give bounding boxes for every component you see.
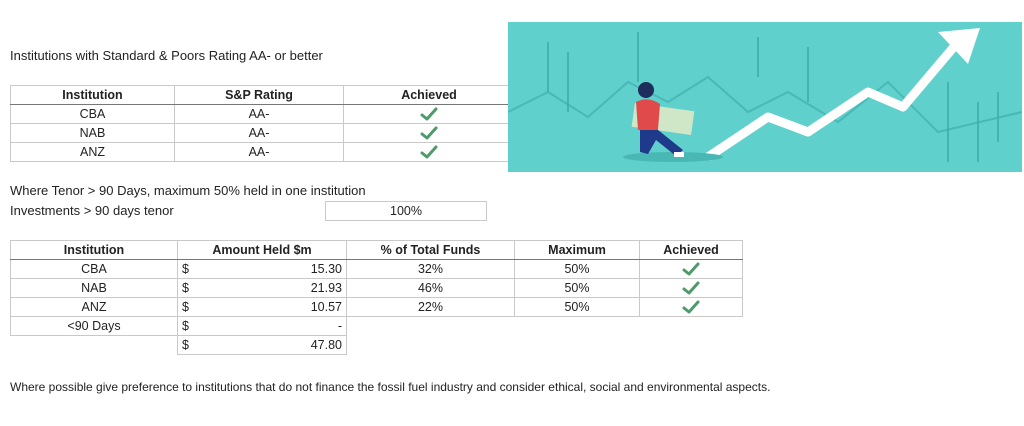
heading: Institutions with Standard & Poors Ratin… [10,48,323,63]
empty-cell [11,336,178,355]
institution-cell: <90 Days [10,316,178,336]
institution-cell: NAB [10,278,178,298]
table-row: ANZ $10.57 22% 50% [10,297,743,317]
institution-cell: ANZ [10,297,178,317]
amount-cell: $ - [177,316,347,336]
cell: NAB [10,123,175,143]
amount: - [337,319,342,333]
rating-table: Institution S&P Rating Achieved CBA AA- NAB AA… [10,85,515,162]
currency: $ [182,300,189,314]
empty-cell [515,336,640,355]
header-cell: S&P Rating [174,85,344,105]
header-cell: Amount Held $m [177,240,347,260]
currency: $ [182,319,189,333]
investments-label: Investments > 90 days tenor [10,203,174,218]
table-row: ANZ AA- [10,142,515,162]
table-row: NAB $21.93 46% 50% [10,278,743,298]
header-row: Institution Amount Held $m% of Total Fund… [10,240,743,260]
amount-cell: $21.93 [177,278,347,298]
percent-cell: 46% [346,278,515,298]
check-icon [420,107,438,121]
empty-cell [347,336,515,355]
amount-cell: $10.57 [177,297,347,317]
currency: $ [182,281,189,295]
header-cell: Achieved [639,240,743,260]
cell: AA- [174,104,344,124]
illustration [508,22,1022,172]
cell: AA- [174,142,344,162]
percent-cell: 32% [346,259,515,279]
header-cell: Achieved [343,85,515,105]
check-icon [420,145,438,159]
empty-cell [640,317,743,336]
cell: ANZ [10,142,175,162]
achieved-cell [343,104,515,124]
note: Where possible give preference to instit… [10,380,771,394]
maximum-cell: 50% [514,297,640,317]
table-row: NAB AA- [10,123,515,143]
check-icon [420,126,438,140]
check-icon [682,262,700,276]
empty-cell [640,336,743,355]
empty-cell [347,317,515,336]
amount-cell: $15.30 [177,259,347,279]
total-amount: 47.80 [310,338,342,352]
cell: CBA [10,104,175,124]
currency: $ [182,262,189,276]
cell: AA- [174,123,344,143]
maximum-cell: 50% [514,278,640,298]
header-row: Institution S&P Rating Achieved [10,85,515,105]
check-icon [682,281,700,295]
table-row: <90 Days $ - [10,316,743,336]
table-row: CBA AA- [10,104,515,124]
achieved-cell [343,123,515,143]
header-cell: Institution [10,240,178,260]
amount: 21.93 [310,281,342,295]
achieved-cell [343,142,515,162]
amount: 10.57 [310,300,342,314]
percent-cell: 22% [346,297,515,317]
amount: 15.30 [310,262,342,276]
tenor-rule: Where Tenor > 90 Days, maximum 50% held … [10,183,366,198]
empty-cell [515,317,640,336]
currency: $ [182,338,189,352]
check-icon [682,300,700,314]
total-row: $47.80 [11,335,743,355]
institution-cell: CBA [10,259,178,279]
header-cell: Maximum [514,240,640,260]
investments-value: 100% [325,201,487,221]
holdings-table: Institution Amount Held $m% of Total Fund… [10,240,743,355]
achieved-cell [639,259,743,279]
table-row: CBA $15.30 32% 50% [10,259,743,279]
achieved-cell [639,278,743,298]
maximum-cell: 50% [514,259,640,279]
header-cell: Institution [10,85,175,105]
total-cell: $47.80 [177,335,347,355]
header-cell: % of Total Funds [346,240,515,260]
achieved-cell [639,297,743,317]
